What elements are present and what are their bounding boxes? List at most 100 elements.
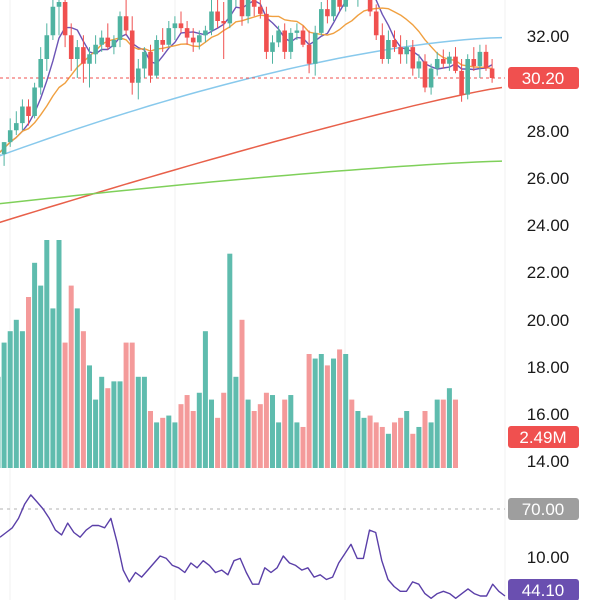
candle-body xyxy=(136,68,141,83)
price-tick-label: 20.00 xyxy=(527,311,570,330)
volume-bar xyxy=(257,404,263,468)
candle-body xyxy=(373,11,379,36)
volume-bar xyxy=(135,376,141,468)
candle-body xyxy=(447,56,452,64)
candle-body xyxy=(172,23,178,29)
price-tick-label: 26.00 xyxy=(527,169,570,188)
volume-bar xyxy=(245,399,251,468)
volume-bar xyxy=(141,376,147,468)
volume-bar xyxy=(251,411,257,468)
volume-bar xyxy=(74,308,80,468)
volume-bar xyxy=(87,365,92,468)
volume-bar xyxy=(166,415,172,468)
candle-body xyxy=(209,11,214,31)
candle-body xyxy=(68,35,74,59)
volume-bar xyxy=(331,358,336,468)
candle-body xyxy=(38,59,43,88)
candle-body xyxy=(410,47,416,69)
price-tick-label: 10.00 xyxy=(527,548,570,567)
candle-body xyxy=(14,123,19,131)
candle-body xyxy=(282,30,287,52)
volume-bar xyxy=(263,392,269,468)
volume-bar xyxy=(196,392,202,468)
volume-bar xyxy=(184,395,190,468)
candle-body xyxy=(81,47,86,64)
volume-bar xyxy=(453,399,458,468)
volume-bar xyxy=(44,240,50,468)
candle-body xyxy=(56,2,62,7)
volume-bar xyxy=(416,426,422,468)
price-tick-label: 14.00 xyxy=(527,452,570,471)
volume-bar xyxy=(398,417,404,468)
candle-body xyxy=(26,106,31,116)
volume-bar xyxy=(56,240,62,468)
volume-bar xyxy=(178,404,184,468)
volume-bar xyxy=(367,415,373,468)
candle-body xyxy=(197,35,202,43)
volume-bar xyxy=(312,358,318,468)
candle-body xyxy=(343,0,348,7)
candle-body xyxy=(129,30,135,83)
candle-body xyxy=(434,59,440,69)
candle-body xyxy=(154,40,159,76)
candle-body xyxy=(227,0,233,24)
candle-body xyxy=(441,59,446,64)
candle-body xyxy=(62,2,68,36)
candle-body xyxy=(44,35,50,59)
volume-badge: 2.49M xyxy=(519,428,566,447)
volume-bar xyxy=(239,319,245,468)
candle-body xyxy=(422,61,428,88)
volume-bar xyxy=(172,422,178,468)
volume-bar xyxy=(209,399,214,468)
volume-bar xyxy=(129,342,135,468)
candle-body xyxy=(215,11,220,21)
candle-body xyxy=(99,37,104,45)
candle-body xyxy=(123,16,129,31)
price-tick-label: 16.00 xyxy=(527,405,570,424)
value-badges: 30.20 2.49M 70.00 44.10 xyxy=(508,67,579,600)
candle-body xyxy=(288,32,294,52)
candle-body xyxy=(471,59,477,67)
candle-body xyxy=(87,54,92,64)
candle-body xyxy=(465,59,470,95)
volume-bar xyxy=(202,331,208,468)
volume-bar xyxy=(50,308,56,468)
candle-body xyxy=(337,0,342,7)
volume-bar xyxy=(190,411,196,468)
volume-bar xyxy=(117,381,123,468)
volume-bar xyxy=(361,417,367,468)
candle-body xyxy=(105,37,111,48)
volume-bar xyxy=(422,411,428,468)
candle-body xyxy=(178,23,184,29)
volume-bar xyxy=(221,392,227,468)
candle-body xyxy=(93,44,98,55)
volume-bar xyxy=(62,342,68,468)
volume-bar xyxy=(13,319,19,468)
volume-bar xyxy=(294,422,300,468)
candle-body xyxy=(239,0,245,17)
price-tick-label: 24.00 xyxy=(527,216,570,235)
volume-bar xyxy=(148,411,153,468)
volume-bar xyxy=(19,331,25,468)
volume-bar xyxy=(99,376,105,468)
ma-line-short xyxy=(0,0,493,154)
volume-bar xyxy=(446,388,452,468)
volume-bar xyxy=(32,262,38,468)
volume-bar xyxy=(68,285,74,468)
volume-bar xyxy=(38,285,44,468)
volume-bar xyxy=(154,422,160,468)
volume-bars xyxy=(0,240,458,468)
volume-bar xyxy=(343,354,349,468)
price-axis: 32.00 28.00 26.00 24.00 22.00 20.00 18.00 16.00… xyxy=(527,27,570,567)
volume-bar xyxy=(337,349,343,468)
volume-bar xyxy=(385,433,391,468)
candle-body xyxy=(477,51,483,67)
volume-bar xyxy=(270,395,275,468)
volume-bar xyxy=(276,422,282,468)
volume-bar xyxy=(80,331,86,468)
candle-body xyxy=(416,61,422,69)
moving-average-lines xyxy=(0,0,505,224)
volume-bar xyxy=(7,331,13,468)
rsi-overbought-badge: 70.00 xyxy=(522,500,565,519)
